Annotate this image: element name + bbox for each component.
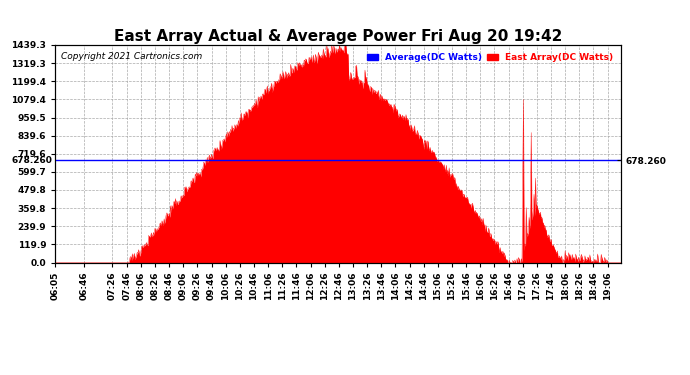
- Text: 678.260: 678.260: [12, 156, 52, 165]
- Legend: Average(DC Watts), East Array(DC Watts): Average(DC Watts), East Array(DC Watts): [364, 50, 616, 66]
- Title: East Array Actual & Average Power Fri Aug 20 19:42: East Array Actual & Average Power Fri Au…: [114, 29, 562, 44]
- Text: Copyright 2021 Cartronics.com: Copyright 2021 Cartronics.com: [61, 51, 202, 60]
